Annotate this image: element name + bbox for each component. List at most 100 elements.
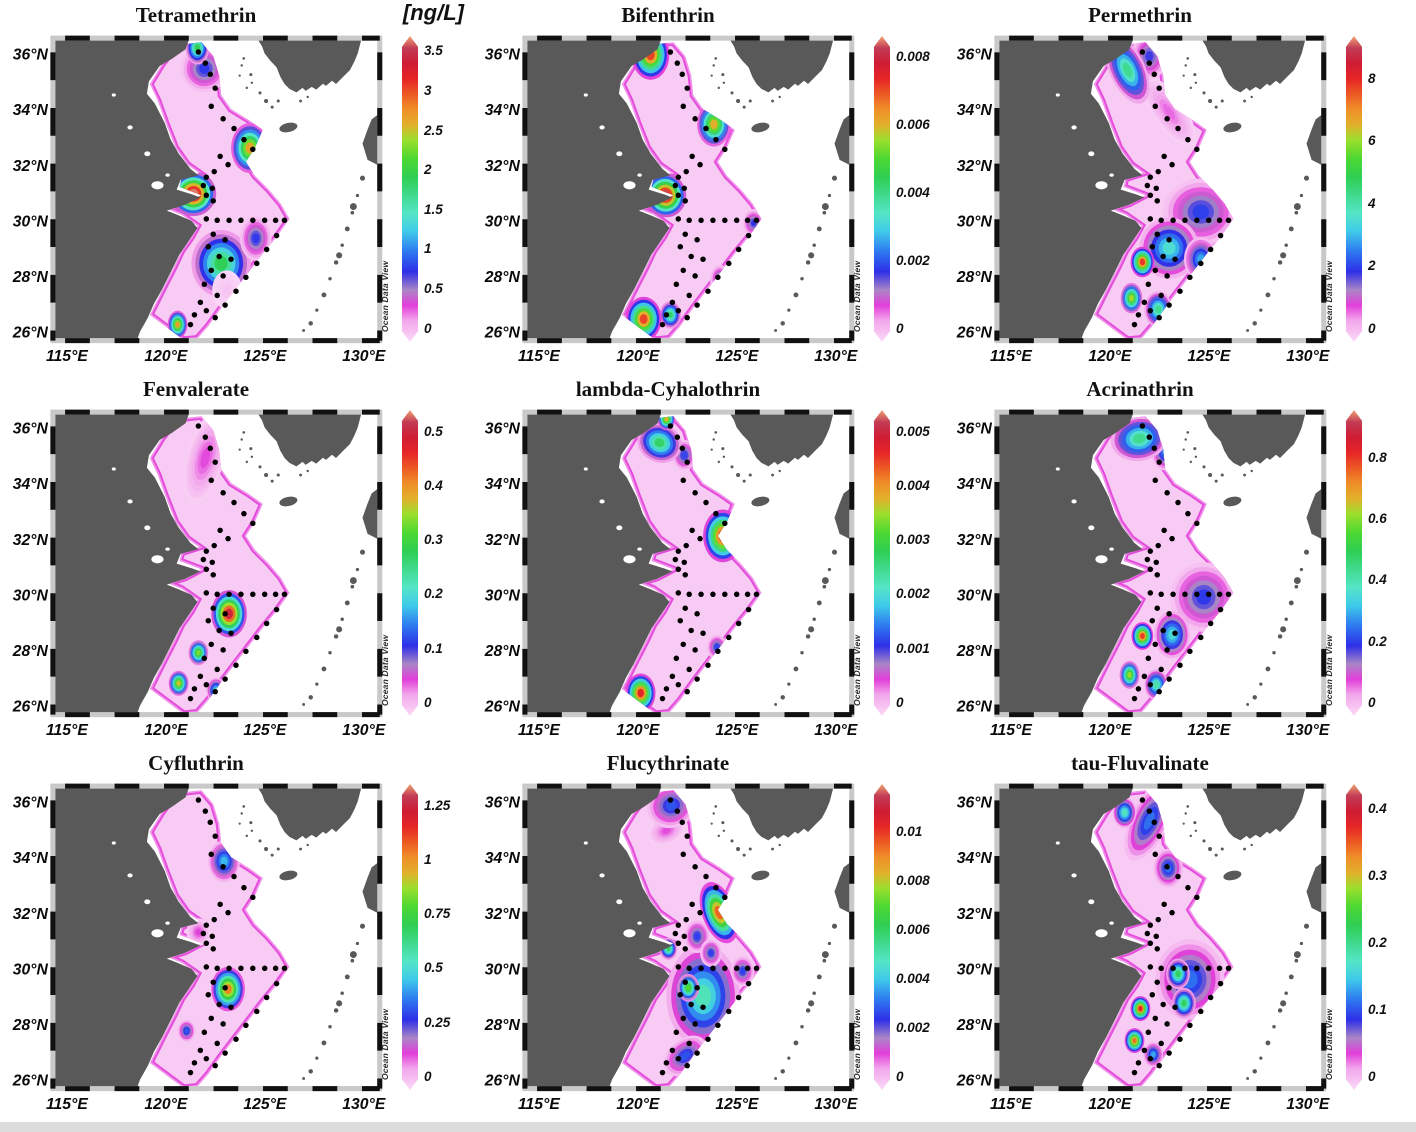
- station-dot: [208, 1015, 214, 1022]
- map-panel-acrinathrin: Acrinathrin [ng/L] 36°N34°N32°N30°N28°N2…: [944, 374, 1416, 748]
- ryukyu-island-speck: [302, 329, 306, 332]
- station-dot: [254, 260, 260, 267]
- island-speck: [1194, 829, 1198, 833]
- ryukyu-island-speck: [812, 617, 816, 621]
- station-dot: [212, 85, 218, 91]
- station-dot: [735, 994, 742, 1001]
- station-dot: [208, 641, 214, 648]
- station-dot: [1205, 965, 1212, 972]
- colorbar-tick-label: 8: [1368, 70, 1376, 86]
- kyushu-landmass: [362, 113, 380, 167]
- station-dot: [692, 647, 698, 653]
- island-speck: [264, 473, 269, 478]
- station-dot: [191, 312, 198, 318]
- island-speck: [245, 460, 249, 464]
- station-dot: [692, 490, 698, 496]
- lon-axis-label: 115°E: [46, 1096, 88, 1113]
- ryukyu-island-speck: [827, 567, 832, 572]
- station-dot: [682, 572, 688, 578]
- station-dot: [689, 527, 695, 534]
- kyushu-landmass: [1306, 113, 1324, 167]
- lat-axis-label: 26°N: [956, 325, 993, 342]
- colorbar-tick-label: 0.4: [424, 478, 443, 494]
- station-dot: [211, 168, 217, 175]
- station-dot: [1141, 299, 1148, 306]
- ryukyu-island-speck: [336, 626, 343, 633]
- ryukyu-island-speck: [1252, 695, 1257, 700]
- ryukyu-island-speck: [1293, 203, 1301, 211]
- station-dot: [220, 1021, 226, 1027]
- lon-axis-label: 115°E: [990, 1096, 1032, 1113]
- station-dot: [1205, 591, 1212, 598]
- island-speck: [712, 64, 715, 67]
- station-dot: [228, 256, 234, 262]
- station-dot: [698, 965, 704, 972]
- island-speck: [264, 847, 269, 852]
- lat-axis-label: 28°N: [12, 1017, 49, 1034]
- lake: [111, 467, 116, 471]
- station-dot: [703, 873, 709, 880]
- station-dot: [1158, 1040, 1164, 1047]
- station-dot: [1149, 991, 1156, 998]
- island-speck: [736, 473, 741, 478]
- ryukyu-island-speck: [827, 193, 832, 198]
- station-dot: [208, 103, 214, 110]
- station-dot: [675, 548, 682, 554]
- station-dot: [1169, 535, 1175, 542]
- station-dot: [187, 321, 194, 328]
- ryukyu-island-speck: [816, 600, 822, 606]
- map-canvas: 36°N 34°N 32°N 30°N 28°N 26°N 115°E 120°E 125°E 1…: [484, 35, 858, 365]
- station-dot: [1144, 182, 1151, 189]
- lon-axis-label: 120°E: [1088, 348, 1132, 365]
- panel-title: Acrinathrin: [1086, 377, 1194, 401]
- island-speck: [299, 473, 303, 477]
- station-dot: [726, 1008, 732, 1015]
- lake: [583, 93, 588, 97]
- station-dot: [692, 273, 698, 279]
- ryukyu-island-speck: [328, 650, 332, 655]
- china-landmass: [52, 38, 201, 341]
- colorbar-tick-label: 0.008: [896, 49, 930, 65]
- ryukyu-island-speck: [1299, 193, 1304, 198]
- station-dot: [1141, 673, 1148, 680]
- station-dot: [205, 991, 212, 998]
- panel-body: 36°N 34°N 32°N 30°N 28°N 26°N 115°E 120°E 125°E 1…: [472, 30, 944, 367]
- island-speck: [1243, 847, 1247, 851]
- station-dot: [682, 979, 688, 985]
- station-dot: [217, 153, 223, 160]
- station-dot: [281, 217, 288, 224]
- station-dot: [674, 60, 681, 66]
- ryukyu-island-speck: [800, 276, 804, 281]
- panel-title-row: Flucythrinate: [472, 748, 864, 778]
- station-dot: [222, 611, 228, 617]
- island-speck: [1182, 448, 1185, 451]
- colorbar-tick-label: 0.002: [896, 252, 930, 268]
- island-speck: [721, 73, 725, 77]
- station-dot: [226, 217, 232, 224]
- station-dot: [1166, 302, 1172, 308]
- island-speck: [1243, 473, 1247, 477]
- station-dot: [233, 1036, 239, 1042]
- ryukyu-island-speck: [302, 1077, 306, 1080]
- station-dots: [1131, 423, 1232, 702]
- panel-body: 36°N 34°N 32°N 30°N 28°N 26°N 115°E 120°E 125°E 1…: [944, 404, 1416, 741]
- station-dot: [692, 1021, 698, 1027]
- island-speck: [721, 447, 725, 451]
- station-dot: [692, 116, 698, 122]
- station-dot: [745, 606, 752, 613]
- station-dot: [675, 1055, 682, 1062]
- ryukyu-island-speck: [805, 1008, 811, 1013]
- colorbar-tick-label: 2: [424, 162, 432, 178]
- china-landmass: [996, 412, 1145, 715]
- jeju-island: [1223, 122, 1242, 133]
- ryukyu-island-speck: [793, 666, 799, 672]
- island-speck: [771, 473, 775, 477]
- island-speck: [1214, 105, 1218, 109]
- island-speck: [238, 448, 241, 451]
- station-dot: [703, 499, 709, 506]
- station-dot: [1135, 312, 1142, 318]
- station-dot: [241, 884, 247, 891]
- lon-axis-label: 130°E: [342, 722, 386, 739]
- station-dot: [241, 510, 247, 517]
- colorbar-tick-label: 0.2: [1368, 934, 1387, 950]
